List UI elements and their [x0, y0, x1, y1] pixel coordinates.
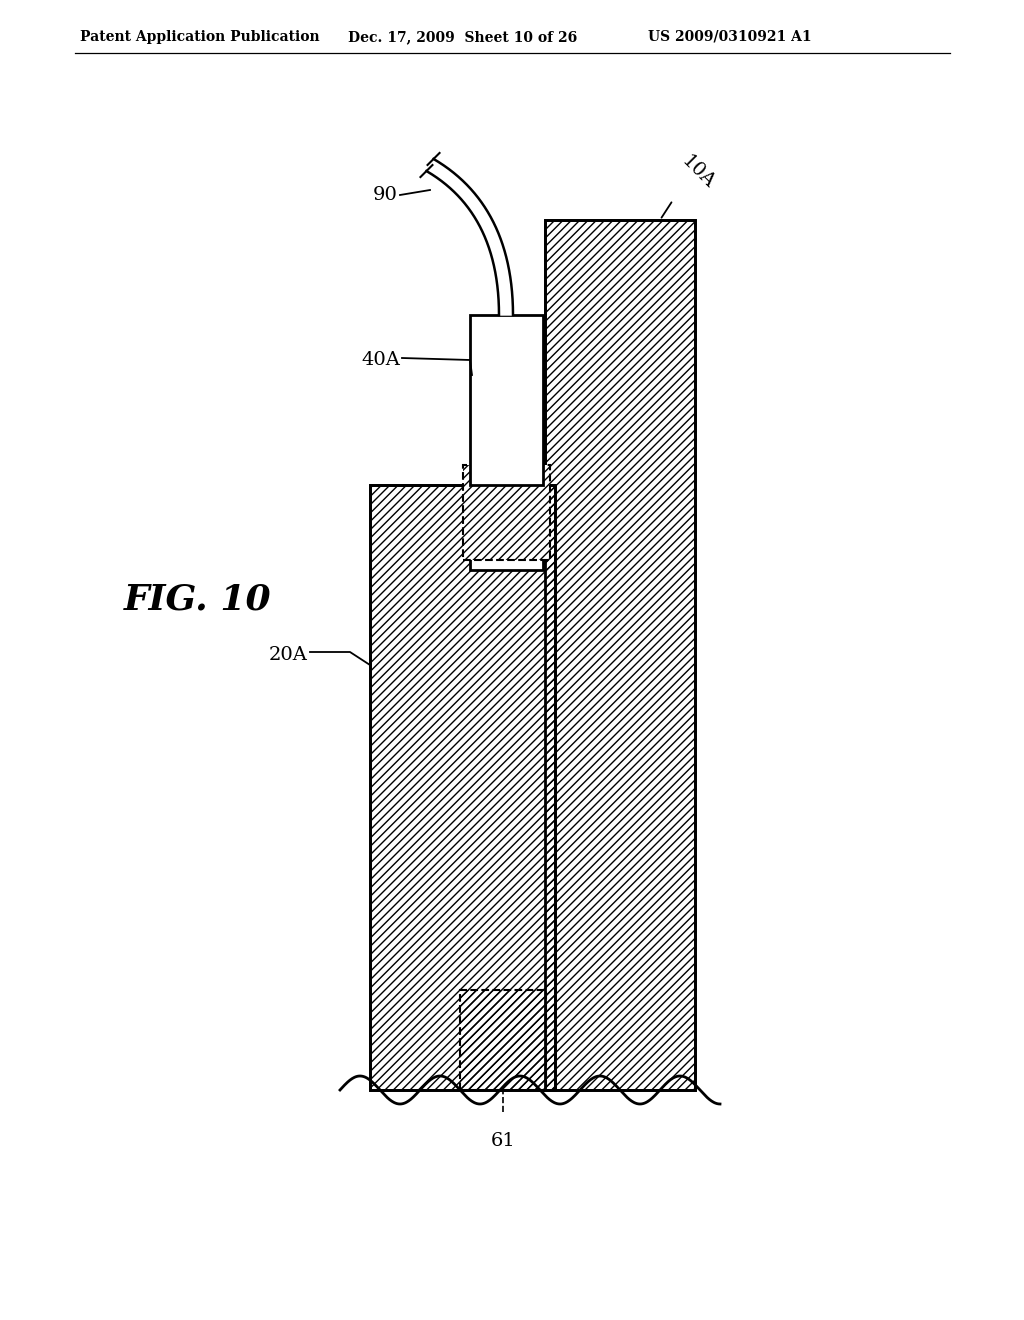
Text: 10A: 10A: [678, 152, 718, 191]
Text: 61: 61: [490, 1133, 515, 1150]
Bar: [370, 484, 555, 1090]
Text: Dec. 17, 2009  Sheet 10 of 26: Dec. 17, 2009 Sheet 10 of 26: [348, 30, 578, 44]
Bar: [545, 220, 695, 1090]
Text: FIG. 10: FIG. 10: [124, 583, 271, 616]
Bar: [470, 315, 543, 484]
Bar: [470, 484, 543, 570]
Bar: [463, 465, 550, 560]
Text: 40A: 40A: [361, 351, 400, 370]
Text: US 2009/0310921 A1: US 2009/0310921 A1: [648, 30, 812, 44]
Bar: [545, 220, 695, 1090]
Bar: [370, 484, 555, 1090]
Text: 20A: 20A: [269, 645, 308, 664]
Bar: [460, 990, 546, 1090]
Text: Patent Application Publication: Patent Application Publication: [80, 30, 319, 44]
Bar: [463, 465, 550, 560]
Polygon shape: [426, 158, 513, 315]
Text: 90: 90: [373, 186, 398, 205]
Bar: [460, 990, 546, 1090]
